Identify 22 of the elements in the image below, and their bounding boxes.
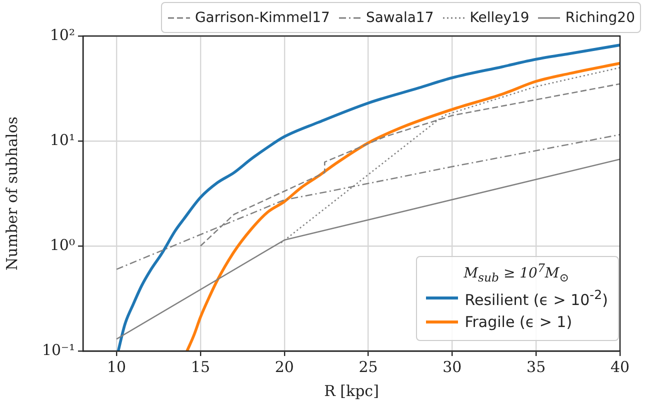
line-series <box>186 62 620 351</box>
legend-label: Fragile (ϵ > 1) <box>464 313 572 331</box>
legend-label: Kelley19 <box>470 10 530 26</box>
legend-label: Resilient (ϵ > 10$^{-2}$) <box>464 287 608 309</box>
x-axis-title: R [kpc] <box>324 382 379 400</box>
legend-title: M$_{sub}$ ≥ 10$^{7}$M$_{⊙}$ <box>462 260 570 284</box>
x-tick-label: 25 <box>358 358 378 376</box>
x-tick-label: 20 <box>274 358 294 376</box>
y-tick-label: 10² <box>50 26 75 44</box>
y-axis-title: Number of subhalos <box>2 116 21 270</box>
line-series <box>116 44 620 351</box>
x-tick-label: 35 <box>526 358 546 376</box>
y-tick-label: 10⁻¹ <box>42 340 75 359</box>
legend-label: Riching20 <box>565 10 635 26</box>
y-tick-label: 10⁰ <box>50 236 75 254</box>
legend-label: Sawala17 <box>366 10 434 26</box>
x-tick-label: 40 <box>610 358 630 376</box>
x-tick-label: 15 <box>190 358 210 376</box>
x-tick-label: 10 <box>107 358 126 376</box>
x-tick-label: 30 <box>442 358 462 376</box>
legend-label: Garrison-Kimmel17 <box>194 10 330 26</box>
y-tick-label: 10¹ <box>50 130 75 149</box>
